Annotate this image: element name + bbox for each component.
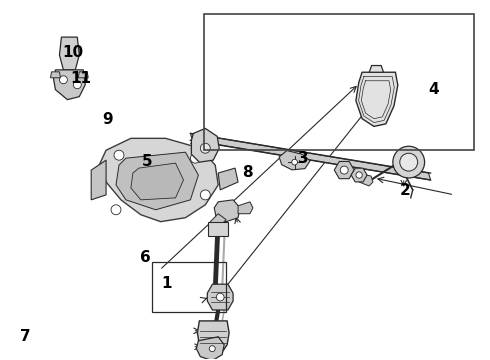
Polygon shape xyxy=(50,72,60,78)
Text: 8: 8 xyxy=(242,165,253,180)
Bar xyxy=(151,262,225,312)
Polygon shape xyxy=(131,163,183,200)
Polygon shape xyxy=(197,321,229,351)
Text: 4: 4 xyxy=(428,82,439,98)
Polygon shape xyxy=(369,66,384,72)
Circle shape xyxy=(74,81,81,89)
Text: 9: 9 xyxy=(102,112,113,127)
Circle shape xyxy=(191,153,200,163)
Polygon shape xyxy=(53,70,85,100)
Text: 1: 1 xyxy=(161,276,172,291)
Text: 5: 5 xyxy=(142,154,152,169)
Polygon shape xyxy=(334,162,354,179)
Polygon shape xyxy=(59,37,79,70)
Polygon shape xyxy=(91,160,106,200)
Circle shape xyxy=(209,346,215,352)
Circle shape xyxy=(114,150,124,160)
Bar xyxy=(208,222,228,235)
Circle shape xyxy=(340,166,348,174)
Circle shape xyxy=(356,172,362,178)
Circle shape xyxy=(200,143,210,153)
Polygon shape xyxy=(191,133,431,180)
Circle shape xyxy=(393,146,425,178)
Polygon shape xyxy=(78,72,88,78)
Polygon shape xyxy=(351,168,367,182)
Text: 10: 10 xyxy=(62,45,83,60)
Polygon shape xyxy=(210,214,226,228)
Polygon shape xyxy=(196,337,224,360)
Polygon shape xyxy=(356,72,398,126)
Circle shape xyxy=(200,190,210,200)
Polygon shape xyxy=(192,129,219,162)
Text: 3: 3 xyxy=(298,151,309,166)
Polygon shape xyxy=(99,138,218,222)
Polygon shape xyxy=(218,168,238,190)
Polygon shape xyxy=(279,150,310,170)
Polygon shape xyxy=(214,200,240,222)
Polygon shape xyxy=(359,174,373,186)
Text: 7: 7 xyxy=(20,329,30,344)
Polygon shape xyxy=(116,152,198,210)
Text: 6: 6 xyxy=(140,250,151,265)
Bar xyxy=(204,14,473,150)
Polygon shape xyxy=(207,284,233,310)
Text: 11: 11 xyxy=(71,71,92,86)
Text: 2: 2 xyxy=(400,183,411,198)
Circle shape xyxy=(292,159,297,165)
Polygon shape xyxy=(238,202,253,214)
Circle shape xyxy=(400,153,417,171)
Circle shape xyxy=(216,293,224,301)
Circle shape xyxy=(59,76,68,84)
Circle shape xyxy=(111,205,121,215)
